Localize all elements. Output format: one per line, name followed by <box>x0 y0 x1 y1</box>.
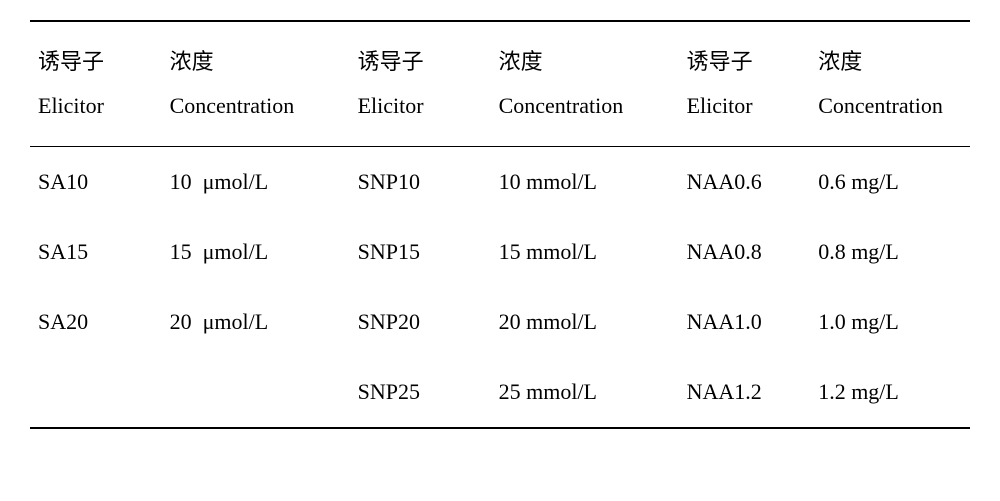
header-concentration-1: 浓度 Concentration <box>162 21 350 147</box>
cell-elicitor: NAA0.8 <box>679 217 811 287</box>
header-en: Elicitor <box>38 93 104 118</box>
cell-concentration: 1.2 mg/L <box>810 357 970 428</box>
cell-concentration: 1.0 mg/L <box>810 287 970 357</box>
header-en: Elicitor <box>687 93 753 118</box>
table-row: SA15 15 μmol/L SNP15 15 mmol/L NAA0.8 0.… <box>30 217 970 287</box>
header-cn: 浓度 <box>499 49 543 74</box>
cell-elicitor: NAA0.6 <box>679 147 811 218</box>
cell-elicitor: SNP25 <box>350 357 491 428</box>
cell-concentration: 20 mmol/L <box>491 287 679 357</box>
table-header-row: 诱导子 Elicitor 浓度 Concentration 诱导子 Elicit… <box>30 21 970 147</box>
cell-elicitor <box>30 357 162 428</box>
cell-concentration: 0.8 mg/L <box>810 217 970 287</box>
header-concentration-3: 浓度 Concentration <box>810 21 970 147</box>
cell-concentration: 10 mmol/L <box>491 147 679 218</box>
header-elicitor-3: 诱导子 Elicitor <box>679 21 811 147</box>
header-cn: 浓度 <box>818 49 862 74</box>
table-row: SA20 20 μmol/L SNP20 20 mmol/L NAA1.0 1.… <box>30 287 970 357</box>
header-cn: 诱导子 <box>358 49 424 74</box>
header-cn: 浓度 <box>170 49 214 74</box>
cell-elicitor: SNP10 <box>350 147 491 218</box>
cell-elicitor: SA15 <box>30 217 162 287</box>
header-elicitor-2: 诱导子 Elicitor <box>350 21 491 147</box>
cell-concentration: 15 mmol/L <box>491 217 679 287</box>
cell-elicitor: SNP15 <box>350 217 491 287</box>
header-concentration-2: 浓度 Concentration <box>491 21 679 147</box>
cell-elicitor: SNP20 <box>350 287 491 357</box>
header-en: Concentration <box>170 93 295 118</box>
header-en: Concentration <box>818 93 943 118</box>
cell-concentration: 20 μmol/L <box>162 287 350 357</box>
cell-elicitor: SA20 <box>30 287 162 357</box>
cell-concentration <box>162 357 350 428</box>
elicitor-concentration-table: 诱导子 Elicitor 浓度 Concentration 诱导子 Elicit… <box>30 20 970 429</box>
cell-elicitor: NAA1.0 <box>679 287 811 357</box>
cell-concentration: 0.6 mg/L <box>810 147 970 218</box>
table-row: SNP25 25 mmol/L NAA1.2 1.2 mg/L <box>30 357 970 428</box>
cell-concentration: 10 μmol/L <box>162 147 350 218</box>
cell-elicitor: SA10 <box>30 147 162 218</box>
table-row: SA10 10 μmol/L SNP10 10 mmol/L NAA0.6 0.… <box>30 147 970 218</box>
cell-concentration: 15 μmol/L <box>162 217 350 287</box>
header-en: Concentration <box>499 93 624 118</box>
header-en: Elicitor <box>358 93 424 118</box>
header-cn: 诱导子 <box>687 49 753 74</box>
cell-elicitor: NAA1.2 <box>679 357 811 428</box>
header-cn: 诱导子 <box>38 49 104 74</box>
header-elicitor-1: 诱导子 Elicitor <box>30 21 162 147</box>
cell-concentration: 25 mmol/L <box>491 357 679 428</box>
